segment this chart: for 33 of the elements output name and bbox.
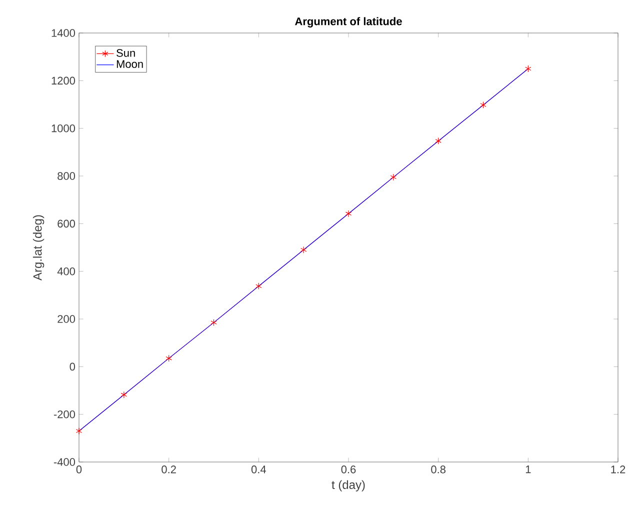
y-tick-label: 1200 <box>52 76 76 85</box>
point <box>120 391 127 398</box>
x-tick-label: 0 <box>76 466 82 474</box>
point <box>525 65 532 72</box>
legend-label: Sun <box>116 49 135 57</box>
y-tick-label: 0 <box>70 362 76 371</box>
point <box>210 319 217 326</box>
point <box>480 101 486 108</box>
y-tick-label: -200 <box>54 410 76 418</box>
x-tick-label: 0.6 <box>341 466 356 474</box>
point <box>390 174 396 181</box>
chart-title: Argument of latitude <box>294 17 402 28</box>
x-tick-label: 0.4 <box>251 466 266 474</box>
y-tick-label: 400 <box>57 267 76 276</box>
x-tick-label: 0.2 <box>162 466 176 474</box>
y-tick-label: 1000 <box>52 124 76 132</box>
y-tick-label: 600 <box>58 220 76 228</box>
point <box>345 210 352 218</box>
x-tick-label: 0.8 <box>431 466 446 474</box>
y-tick-label: 800 <box>58 172 76 180</box>
point <box>166 354 172 362</box>
x-tick-label: 1.2 <box>611 466 626 474</box>
y-tick-label: 200 <box>58 315 76 323</box>
point <box>76 428 82 435</box>
legend-label: Moon <box>116 60 143 68</box>
point <box>435 137 442 144</box>
y-axis-title: Arg.lat (deg) <box>32 215 44 280</box>
x-tick-label: 1 <box>526 466 531 474</box>
point <box>300 246 307 254</box>
point <box>256 282 262 290</box>
y-tick-label: 1400 <box>52 29 76 37</box>
y-tick-label: -400 <box>54 458 76 466</box>
x-axis-title: t (day) <box>332 480 365 492</box>
